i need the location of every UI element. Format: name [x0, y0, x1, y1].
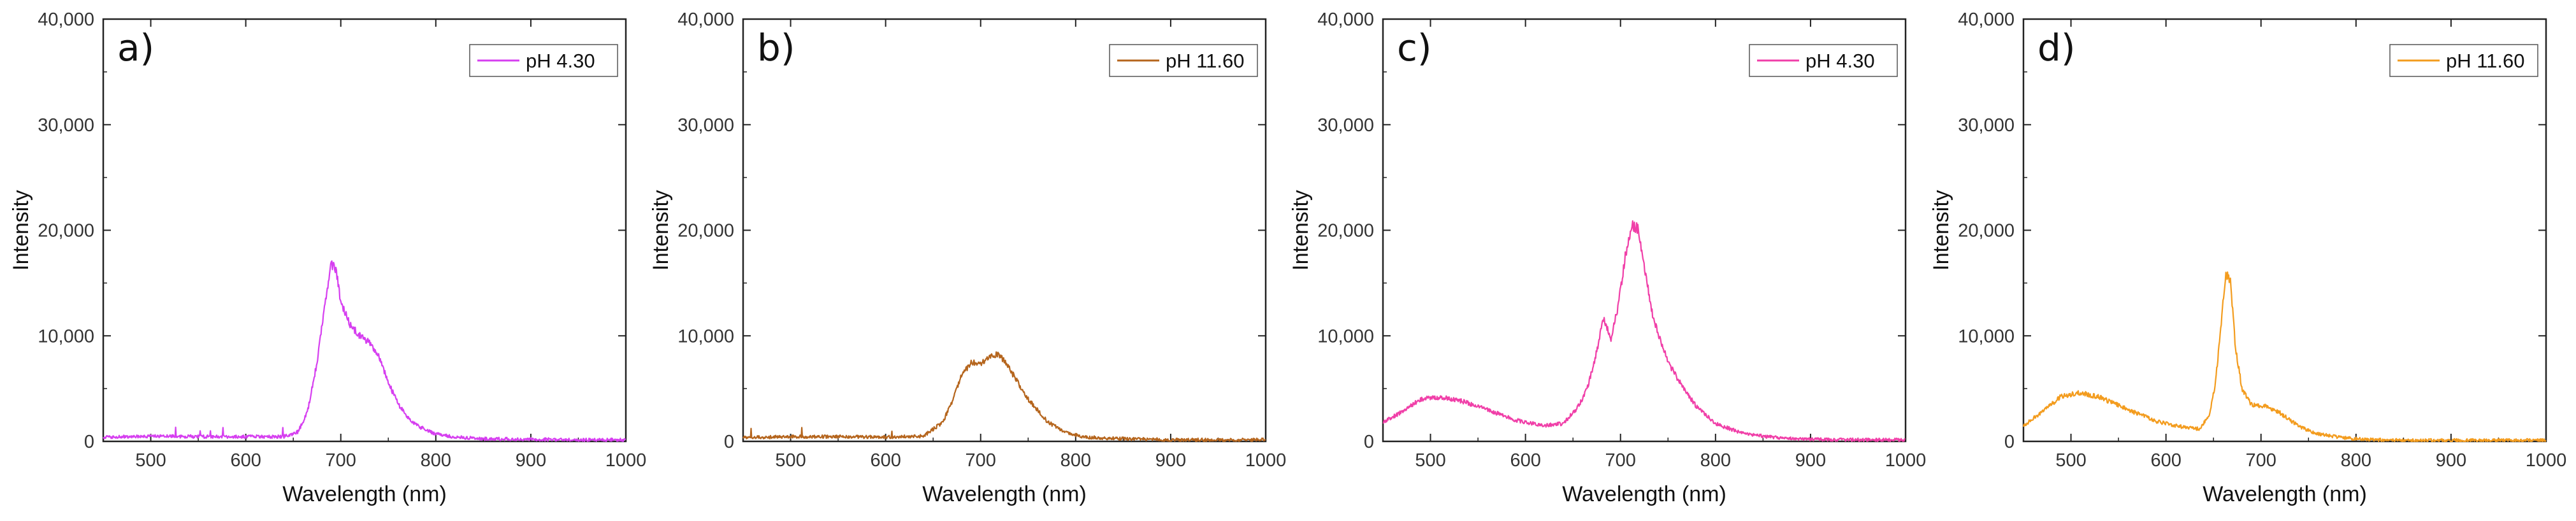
x-tick-label: 600: [230, 450, 261, 471]
plot-frame: [2022, 18, 2547, 443]
y-tick-label: 40,000: [1958, 10, 2015, 30]
panel-1: 500 600 700 800 900 1000 0 10,000 20,000 30,000 40…: [9, 10, 646, 506]
y-axis-title: Intensity: [649, 190, 673, 271]
x-tick-label: 500: [775, 450, 806, 471]
y-axis-title: Intensity: [1289, 190, 1313, 271]
x-tick-label: 1000: [605, 450, 647, 471]
x-tick-label: 700: [326, 450, 356, 471]
legend-label: pH 4.30: [1805, 50, 1875, 72]
x-tick-label: 700: [2246, 450, 2276, 471]
x-axis-title: Wavelength (nm): [2203, 482, 2367, 506]
panel-label: b): [757, 26, 795, 69]
y-tick-label: 10,000: [38, 326, 94, 346]
y-tick-label: 40,000: [1317, 10, 1374, 30]
y-axis-title: Intensity: [9, 190, 33, 271]
legend-label: pH 11.60: [1166, 50, 1245, 72]
x-tick-label: 1000: [2526, 450, 2567, 471]
x-tick-label: 1000: [1245, 450, 1287, 471]
series-line: [2022, 271, 2547, 443]
y-tick-label: 40,000: [677, 10, 734, 30]
x-tick-label: 900: [2436, 450, 2466, 471]
x-tick-label: 900: [1795, 450, 1826, 471]
panel-2: 500 600 700 800 900 1000 0 10,000 20,000 30,000 40…: [649, 10, 1286, 506]
x-tick-label: 800: [421, 450, 451, 471]
y-tick-label: 0: [2004, 432, 2015, 452]
x-tick-label: 900: [516, 450, 546, 471]
x-tick-label: 600: [870, 450, 901, 471]
x-tick-label: 500: [135, 450, 166, 471]
y-tick-label: 30,000: [1317, 115, 1374, 136]
plot-frame: [102, 18, 627, 443]
series-line: [103, 260, 626, 443]
y-tick-label: 10,000: [1958, 326, 2015, 346]
panel-3: 500 600 700 800 900 1000 0 10,000 20,000 30,000 40…: [1289, 10, 1926, 506]
x-tick-label: 800: [2341, 450, 2371, 471]
x-tick-label: 500: [2055, 450, 2086, 471]
panel-label: a): [117, 26, 154, 69]
y-tick-label: 30,000: [677, 115, 734, 136]
y-tick-label: 20,000: [1317, 221, 1374, 241]
y-tick-label: 20,000: [38, 221, 94, 241]
plot-frame: [1382, 18, 1907, 443]
x-tick-label: 800: [1060, 450, 1091, 471]
x-tick-label: 700: [966, 450, 996, 471]
panel-4: 500 600 700 800 900 1000 0 10,000 20,000 30,000 40…: [1929, 10, 2566, 506]
y-tick-label: 30,000: [38, 115, 94, 136]
y-tick-label: 20,000: [1958, 221, 2015, 241]
x-tick-label: 800: [1700, 450, 1731, 471]
x-tick-label: 600: [2150, 450, 2181, 471]
y-tick-label: 30,000: [1958, 115, 2015, 136]
series-line: [742, 351, 1266, 443]
x-axis-title: Wavelength (nm): [1562, 482, 1726, 506]
y-tick-label: 40,000: [38, 10, 94, 30]
legend-label: pH 4.30: [526, 50, 595, 72]
y-tick-label: 10,000: [677, 326, 734, 346]
x-axis-title: Wavelength (nm): [922, 482, 1087, 506]
x-tick-label: 600: [1510, 450, 1540, 471]
legend-label: pH 11.60: [2446, 50, 2525, 72]
x-tick-label: 500: [1415, 450, 1445, 471]
y-axis-title: Intensity: [1929, 190, 1953, 271]
series-line: [1382, 220, 1906, 443]
y-tick-label: 0: [724, 432, 734, 452]
x-axis-title: Wavelength (nm): [282, 482, 447, 506]
plot-frame: [742, 18, 1267, 443]
x-tick-label: 1000: [1885, 450, 1927, 471]
y-tick-label: 10,000: [1317, 326, 1374, 346]
y-tick-label: 0: [84, 432, 94, 452]
panel-label: c): [1397, 26, 1432, 69]
x-tick-label: 700: [1605, 450, 1636, 471]
y-tick-label: 0: [1364, 432, 1374, 452]
x-tick-label: 900: [1155, 450, 1186, 471]
y-tick-label: 20,000: [677, 221, 734, 241]
panel-label: d): [2037, 26, 2075, 69]
